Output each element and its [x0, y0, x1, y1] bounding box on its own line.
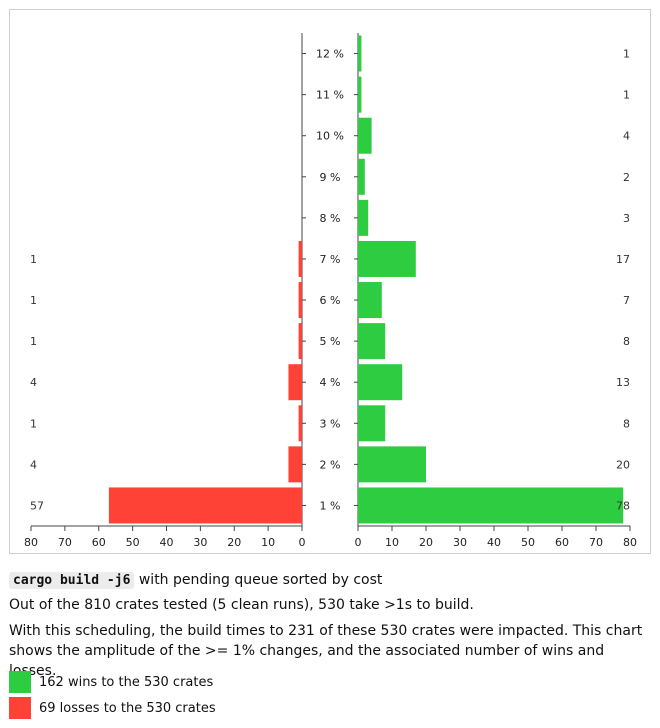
losses-x-tick-label: 20: [227, 536, 241, 549]
losses-count-label: 1: [30, 335, 37, 348]
wins-count-label: 8: [623, 417, 630, 430]
caption-line-1: Out of the 810 crates tested (5 clean ru…: [9, 597, 474, 613]
wins-bar: [358, 158, 365, 195]
losses-bar: [298, 282, 302, 319]
caption-command: cargo build -j6: [9, 572, 135, 589]
category-label: 6 %: [320, 294, 341, 307]
losses-x-tick-label: 70: [58, 536, 72, 549]
category-label: 9 %: [320, 171, 341, 184]
wins-x-tick-label: 40: [487, 536, 501, 549]
losses-count-label: 4: [30, 458, 37, 471]
chart-caption: cargo build -j6 with pending queue sorte…: [9, 570, 651, 687]
wins-count-label: 20: [616, 458, 630, 471]
wins-x-tick-label: 10: [385, 536, 399, 549]
legend: 162 wins to the 530 crates 69 losses to …: [9, 671, 216, 723]
wins-bar: [358, 323, 386, 360]
wins-count-label: 7: [623, 294, 630, 307]
losses-bar: [298, 240, 302, 277]
losses-x-tick-label: 0: [299, 536, 306, 549]
wins-x-tick-label: 60: [555, 536, 569, 549]
losses-x-tick-label: 30: [193, 536, 207, 549]
chart-frame: 80 70 60 50 40 30 20 10 0 0 10 20 30 40 50 60 70 80 1 % 78 5…: [9, 9, 651, 554]
wins-bar: [358, 487, 624, 524]
wins-x-tick-label: 80: [623, 536, 637, 549]
category-label: 10 %: [316, 130, 344, 143]
butterfly-chart: 80 70 60 50 40 30 20 10 0 0 10 20 30 40 50 60 70 801 % 785…: [24, 33, 637, 549]
wins-bar: [358, 117, 372, 154]
wins-count-label: 2: [623, 171, 630, 184]
losses-count-label: 1: [30, 253, 37, 266]
losses-count-label: 57: [30, 499, 44, 512]
category-label: 2 %: [320, 458, 341, 471]
caption-title-suffix: with pending queue sorted by cost: [134, 572, 383, 588]
losses-count-label: 1: [30, 417, 37, 430]
wins-count-label: 78: [616, 499, 630, 512]
wins-bar: [358, 405, 386, 442]
wins-bar: [358, 282, 382, 319]
category-label: 12 %: [316, 48, 344, 61]
category-label: 5 %: [320, 335, 341, 348]
wins-count-label: 1: [623, 48, 630, 61]
wins-bar: [358, 446, 426, 483]
legend-label-wins: 162 wins to the 530 crates: [39, 674, 214, 690]
legend-swatch-wins: [9, 671, 31, 693]
losses-x-tick-label: 50: [126, 536, 140, 549]
category-label: 3 %: [320, 417, 341, 430]
wins-bar: [358, 76, 362, 113]
losses-bar: [108, 487, 302, 524]
category-label: 11 %: [316, 89, 344, 102]
legend-item-wins: 162 wins to the 530 crates: [9, 671, 216, 693]
wins-count-label: 4: [623, 130, 630, 143]
wins-bar: [358, 240, 416, 277]
legend-item-losses: 69 losses to the 530 crates: [9, 697, 216, 719]
wins-x-tick-label: 30: [453, 536, 467, 549]
losses-x-tick-label: 10: [261, 536, 275, 549]
losses-bar: [288, 364, 302, 401]
losses-x-tick-label: 40: [160, 536, 174, 549]
category-label: 1 %: [320, 499, 341, 512]
wins-count-label: 1: [623, 89, 630, 102]
caption-title: cargo build -j6 with pending queue sorte…: [9, 570, 651, 591]
losses-count-label: 4: [30, 376, 37, 389]
wins-x-tick-label: 0: [355, 536, 362, 549]
losses-bar: [288, 446, 302, 483]
wins-count-label: 17: [616, 253, 630, 266]
wins-count-label: 8: [623, 335, 630, 348]
losses-count-label: 1: [30, 294, 37, 307]
wins-bar: [358, 35, 362, 72]
wins-x-tick-label: 70: [589, 536, 603, 549]
wins-bar: [358, 364, 403, 401]
losses-bar: [298, 323, 302, 360]
losses-x-tick-label: 60: [92, 536, 106, 549]
category-label: 4 %: [320, 376, 341, 389]
wins-x-tick-label: 50: [521, 536, 535, 549]
wins-count-label: 3: [623, 212, 630, 225]
legend-label-losses: 69 losses to the 530 crates: [39, 700, 216, 716]
losses-x-tick-label: 80: [24, 536, 38, 549]
legend-swatch-losses: [9, 697, 31, 719]
category-label: 7 %: [320, 253, 341, 266]
losses-bar: [298, 405, 302, 442]
category-label: 8 %: [320, 212, 341, 225]
wins-bar: [358, 199, 369, 236]
wins-count-label: 13: [616, 376, 630, 389]
wins-x-tick-label: 20: [419, 536, 433, 549]
